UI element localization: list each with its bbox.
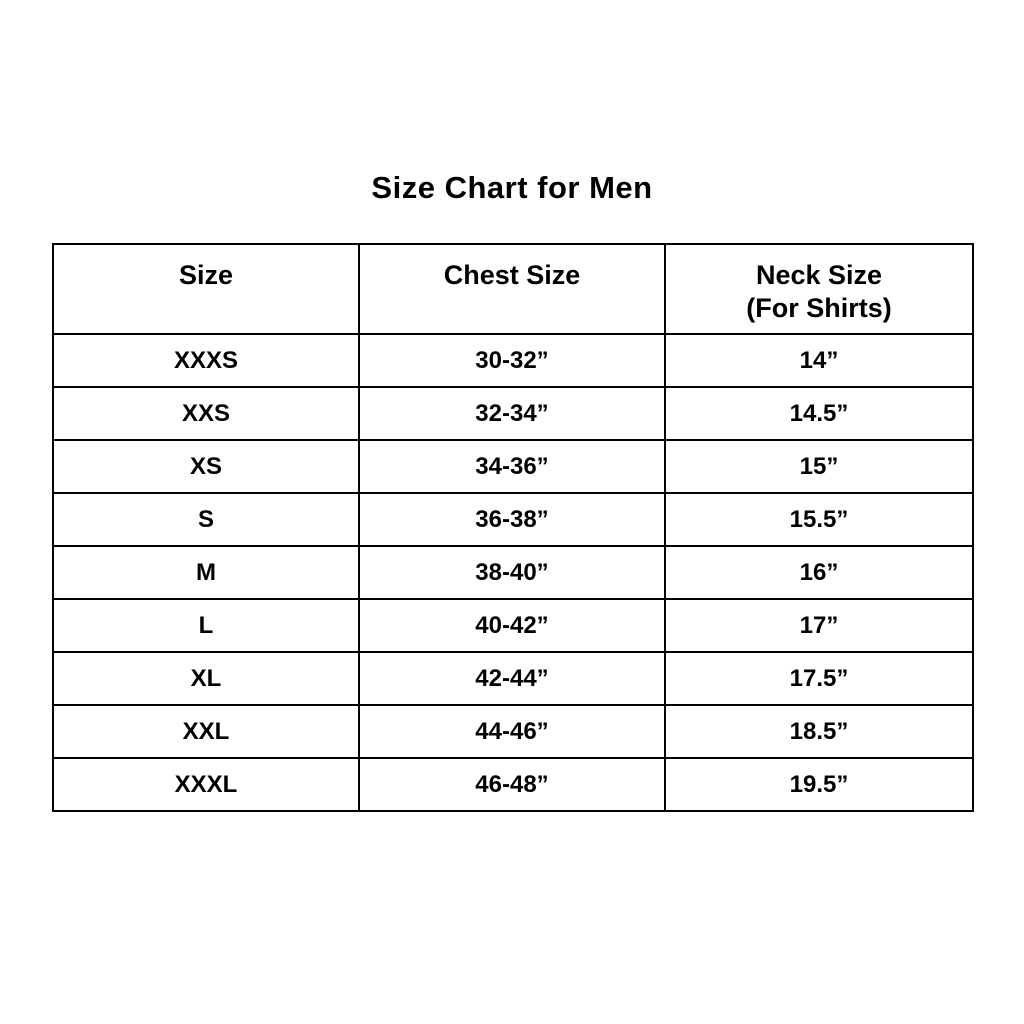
cell-size: XXS xyxy=(52,386,360,441)
table-header-row: Size Chest Size Neck Size (For Shirts) xyxy=(52,243,974,335)
cell-chest: 42-44” xyxy=(358,651,666,706)
cell-size: XL xyxy=(52,651,360,706)
cell-chest: 32-34” xyxy=(358,386,666,441)
table-row-xxl: XXL 44-46” 18.5” xyxy=(52,704,974,759)
cell-chest: 30-32” xyxy=(358,333,666,388)
column-header-neck-size: Neck Size (For Shirts) xyxy=(664,243,974,335)
table-row-xs: XS 34-36” 15” xyxy=(52,439,974,494)
column-header-chest-size-label: Chest Size xyxy=(443,260,581,290)
cell-size: XXXS xyxy=(52,333,360,388)
cell-size: XXL xyxy=(52,704,360,759)
table-row-xxxl: XXXL 46-48” 19.5” xyxy=(52,757,974,812)
column-header-neck-size-line1: Neck Size xyxy=(755,260,883,290)
cell-chest: 34-36” xyxy=(358,439,666,494)
cell-neck: 14.5” xyxy=(664,386,974,441)
cell-neck: 19.5” xyxy=(664,757,974,812)
cell-chest: 36-38” xyxy=(358,492,666,547)
table-row-s: S 36-38” 15.5” xyxy=(52,492,974,547)
cell-neck: 16” xyxy=(664,545,974,600)
cell-size: XS xyxy=(52,439,360,494)
column-header-chest-size: Chest Size xyxy=(358,243,666,335)
cell-neck: 15” xyxy=(664,439,974,494)
page-title: Size Chart for Men xyxy=(371,170,653,205)
column-header-size: Size xyxy=(52,243,360,335)
table-row-xl: XL 42-44” 17.5” xyxy=(52,651,974,706)
table-row-l: L 40-42” 17” xyxy=(52,598,974,653)
table-row-m: M 38-40” 16” xyxy=(52,545,974,600)
cell-size: XXXL xyxy=(52,757,360,812)
cell-neck: 18.5” xyxy=(664,704,974,759)
cell-chest: 40-42” xyxy=(358,598,666,653)
cell-chest: 44-46” xyxy=(358,704,666,759)
table-row-xxs: XXS 32-34” 14.5” xyxy=(52,386,974,441)
column-header-neck-size-line2: (For Shirts) xyxy=(746,293,892,323)
cell-size: S xyxy=(52,492,360,547)
cell-size: M xyxy=(52,545,360,600)
cell-chest: 38-40” xyxy=(358,545,666,600)
cell-chest: 46-48” xyxy=(358,757,666,812)
size-chart-table: Size Chest Size Neck Size (For Shirts) X… xyxy=(52,243,974,812)
cell-size: L xyxy=(52,598,360,653)
table-row-xxxs: XXXS 30-32” 14” xyxy=(52,333,974,388)
column-header-size-label: Size xyxy=(178,260,234,290)
cell-neck: 17” xyxy=(664,598,974,653)
cell-neck: 14” xyxy=(664,333,974,388)
cell-neck: 15.5” xyxy=(664,492,974,547)
cell-neck: 17.5” xyxy=(664,651,974,706)
